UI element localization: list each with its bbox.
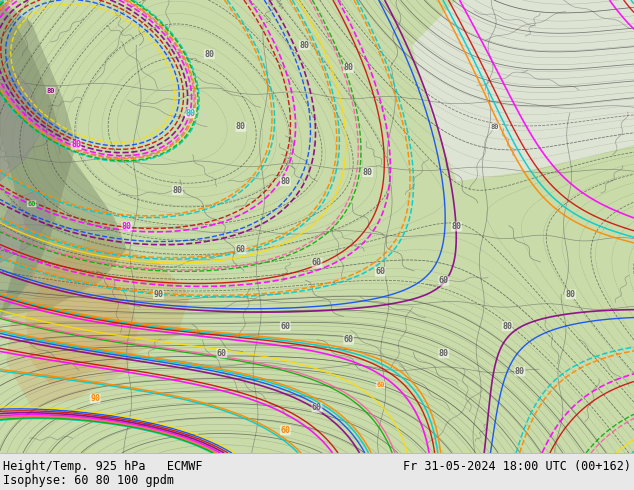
Text: 60: 60	[376, 382, 385, 388]
Text: 90: 90	[153, 290, 164, 299]
Text: 80: 80	[122, 222, 132, 231]
Polygon shape	[412, 0, 634, 181]
Text: 60: 60	[344, 335, 354, 344]
Text: 60: 60	[312, 403, 322, 412]
Text: Isophyse: 60 80 100 gpdm: Isophyse: 60 80 100 gpdm	[3, 474, 174, 487]
Text: Height/Temp. 925 hPa   ECMWF: Height/Temp. 925 hPa ECMWF	[3, 461, 203, 473]
Polygon shape	[0, 0, 76, 317]
Text: 80: 80	[439, 349, 449, 358]
Text: 60: 60	[439, 276, 449, 285]
Text: 80: 80	[236, 122, 246, 131]
Text: 80: 80	[172, 186, 183, 195]
Text: 80: 80	[280, 177, 290, 186]
Text: Fr 31-05-2024 18:00 UTC (00+162): Fr 31-05-2024 18:00 UTC (00+162)	[403, 461, 631, 473]
Polygon shape	[6, 249, 139, 408]
Text: 80: 80	[451, 222, 462, 231]
Text: 80: 80	[185, 109, 195, 118]
Text: 60: 60	[217, 349, 227, 358]
Text: 60: 60	[375, 268, 385, 276]
Polygon shape	[0, 190, 51, 263]
Text: 80: 80	[71, 141, 81, 149]
Text: 80: 80	[344, 63, 354, 73]
Polygon shape	[0, 0, 127, 317]
Text: 80: 80	[46, 88, 55, 94]
Text: 60: 60	[236, 245, 246, 254]
Text: 60: 60	[312, 258, 322, 267]
Polygon shape	[25, 236, 190, 385]
Text: 80: 80	[566, 290, 576, 299]
Text: 80: 80	[502, 321, 512, 331]
Text: 80: 80	[363, 168, 373, 176]
Text: 90: 90	[90, 394, 100, 403]
Text: 80: 80	[515, 367, 525, 376]
Polygon shape	[0, 68, 44, 181]
Text: 80: 80	[204, 50, 214, 59]
Text: 80: 80	[490, 124, 499, 130]
Text: 60: 60	[280, 426, 290, 435]
Text: 80: 80	[299, 41, 309, 50]
Text: 60: 60	[27, 201, 36, 207]
Text: 60: 60	[280, 321, 290, 331]
